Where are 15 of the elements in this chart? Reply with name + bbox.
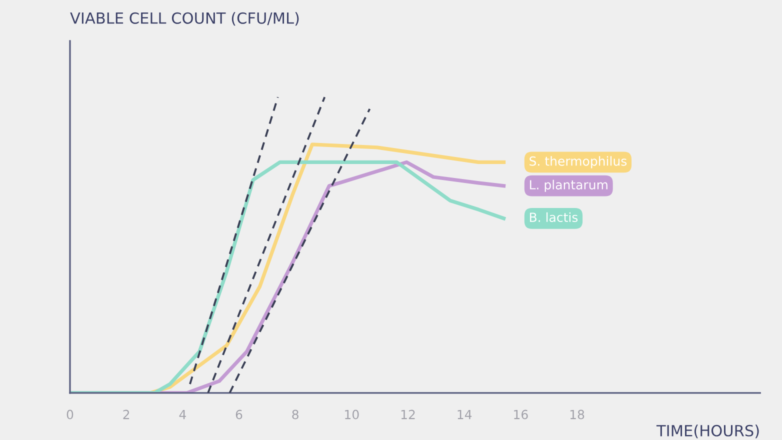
y-axis-title: VIABLE CELL COUNT (CFU/ML) [70,12,299,26]
x-tick-label: 0 [66,410,74,420]
text: L. plantarum [530,180,608,192]
x-tick-label: 10 [345,410,359,420]
x-tick-label: 6 [236,410,242,420]
x-tick-label: 8 [292,410,298,420]
x-tick-label: 12 [401,410,415,420]
x-tick-label: 4 [179,410,186,420]
text: S. thermophilus [530,156,627,168]
x-tick-label: 2 [123,410,130,420]
x-tick-label: 16 [514,410,528,420]
x-axis-title: TIME(HOURS) [656,424,759,438]
x-tick-label: 14 [458,410,472,420]
text: B. lactis [530,212,578,222]
x-tick-label: 18 [570,410,584,420]
